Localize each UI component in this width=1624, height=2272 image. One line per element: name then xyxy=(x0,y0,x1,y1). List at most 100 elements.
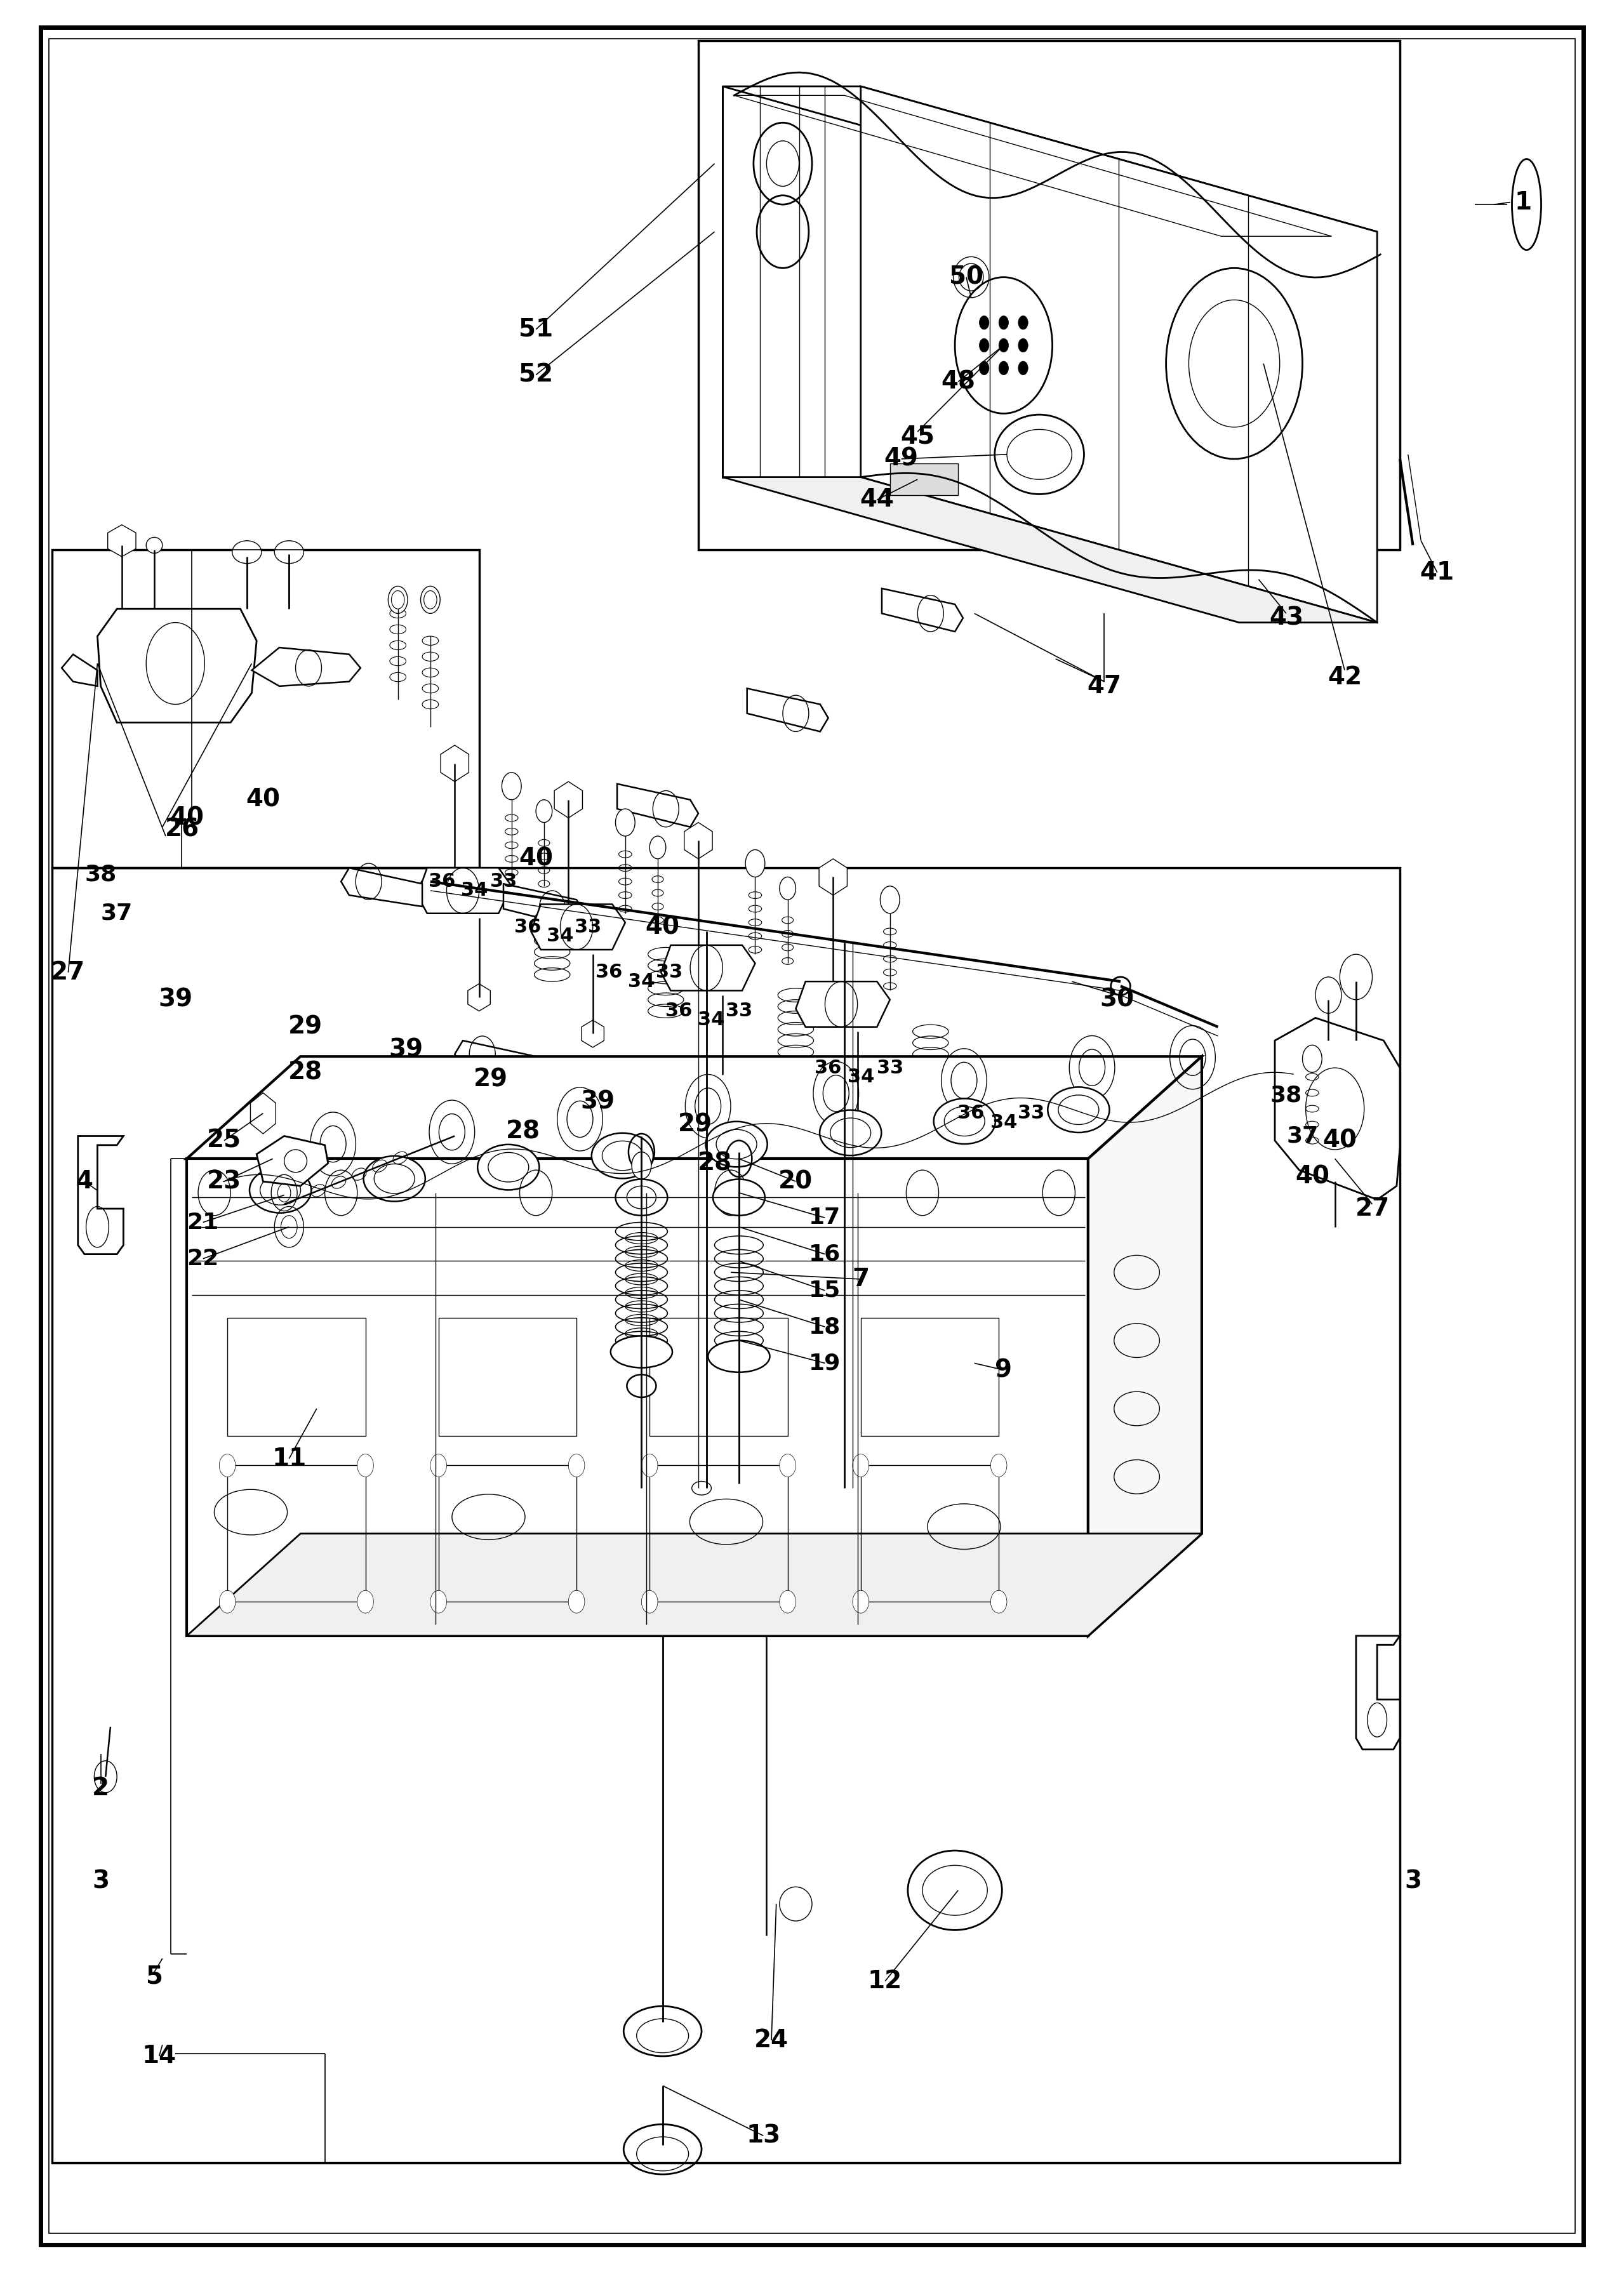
Text: 23: 23 xyxy=(206,1170,242,1193)
Text: 33: 33 xyxy=(575,918,601,936)
Polygon shape xyxy=(107,525,136,557)
Polygon shape xyxy=(554,782,583,818)
Ellipse shape xyxy=(232,541,261,563)
Ellipse shape xyxy=(1111,977,1130,995)
Polygon shape xyxy=(252,648,361,686)
Circle shape xyxy=(94,1761,117,1793)
Polygon shape xyxy=(723,86,861,477)
Polygon shape xyxy=(818,859,848,895)
Text: 44: 44 xyxy=(859,488,895,511)
Bar xyxy=(52,868,1400,2163)
Circle shape xyxy=(1018,339,1028,352)
Circle shape xyxy=(536,800,552,822)
Ellipse shape xyxy=(708,1340,770,1372)
Text: 52: 52 xyxy=(518,364,554,386)
Text: 36: 36 xyxy=(666,1002,692,1020)
Ellipse shape xyxy=(477,1145,539,1191)
Polygon shape xyxy=(684,822,713,859)
Circle shape xyxy=(780,877,796,900)
Text: 43: 43 xyxy=(1268,607,1304,629)
Polygon shape xyxy=(455,1041,536,1079)
Text: 48: 48 xyxy=(940,370,976,393)
Text: 28: 28 xyxy=(697,1152,732,1175)
Text: 9: 9 xyxy=(996,1359,1012,1381)
Polygon shape xyxy=(62,654,97,686)
Circle shape xyxy=(568,1590,585,1613)
Polygon shape xyxy=(882,588,963,632)
Text: 39: 39 xyxy=(580,1091,615,1113)
Polygon shape xyxy=(1356,1636,1400,1749)
Polygon shape xyxy=(747,688,828,732)
Circle shape xyxy=(979,316,989,329)
Polygon shape xyxy=(187,1534,1202,1636)
Text: 36: 36 xyxy=(515,918,541,936)
Text: 19: 19 xyxy=(809,1352,841,1375)
Ellipse shape xyxy=(146,536,162,552)
Text: 40: 40 xyxy=(1322,1129,1358,1152)
Text: 16: 16 xyxy=(809,1243,841,1266)
Text: 14: 14 xyxy=(141,2045,177,2068)
Polygon shape xyxy=(1275,1018,1400,1200)
Text: 27: 27 xyxy=(1354,1197,1390,1220)
Text: 33: 33 xyxy=(726,1002,752,1020)
Circle shape xyxy=(430,1454,447,1477)
Text: 12: 12 xyxy=(867,1970,903,1993)
Text: 37: 37 xyxy=(1286,1125,1319,1147)
Circle shape xyxy=(979,361,989,375)
Text: 29: 29 xyxy=(473,1068,508,1091)
Bar xyxy=(438,1318,577,1436)
Circle shape xyxy=(641,1454,658,1477)
Polygon shape xyxy=(581,1020,604,1047)
Polygon shape xyxy=(796,982,890,1027)
Bar xyxy=(650,1318,788,1436)
Text: 33: 33 xyxy=(490,872,516,891)
Bar xyxy=(438,1465,577,1602)
Text: 26: 26 xyxy=(164,818,200,841)
Circle shape xyxy=(999,316,1009,329)
Polygon shape xyxy=(97,609,257,722)
Circle shape xyxy=(219,1590,235,1613)
Text: 29: 29 xyxy=(287,1016,323,1038)
Polygon shape xyxy=(440,745,469,782)
Text: 39: 39 xyxy=(158,988,193,1011)
Circle shape xyxy=(421,586,440,613)
Text: 36: 36 xyxy=(958,1104,984,1122)
Circle shape xyxy=(1315,977,1341,1013)
Text: 34: 34 xyxy=(461,882,487,900)
Text: 40: 40 xyxy=(645,916,680,938)
Text: 18: 18 xyxy=(809,1315,841,1338)
Polygon shape xyxy=(723,477,1377,623)
Text: 3: 3 xyxy=(1405,1870,1421,1893)
Ellipse shape xyxy=(713,1179,765,1216)
Text: 5: 5 xyxy=(146,1965,162,1988)
Text: 24: 24 xyxy=(754,2029,789,2052)
Circle shape xyxy=(999,339,1009,352)
Polygon shape xyxy=(711,1061,734,1088)
Bar xyxy=(227,1318,365,1436)
Text: 20: 20 xyxy=(778,1170,814,1193)
Bar xyxy=(861,1318,999,1436)
Text: 37: 37 xyxy=(101,902,133,925)
Text: 47: 47 xyxy=(1086,675,1122,698)
Polygon shape xyxy=(341,868,422,907)
Text: 41: 41 xyxy=(1419,561,1455,584)
Circle shape xyxy=(745,850,765,877)
Circle shape xyxy=(615,809,635,836)
Text: 50: 50 xyxy=(948,266,984,289)
Text: 42: 42 xyxy=(1327,666,1363,688)
Text: 28: 28 xyxy=(287,1061,323,1084)
Text: 17: 17 xyxy=(809,1206,841,1229)
Circle shape xyxy=(641,1590,658,1613)
Text: 33: 33 xyxy=(877,1059,903,1077)
Text: 11: 11 xyxy=(271,1447,307,1470)
Bar xyxy=(861,1465,999,1602)
Circle shape xyxy=(853,1454,869,1477)
Polygon shape xyxy=(187,1159,1088,1636)
Text: 34: 34 xyxy=(991,1113,1017,1131)
Polygon shape xyxy=(661,945,755,991)
Polygon shape xyxy=(503,884,585,927)
Circle shape xyxy=(1302,1045,1322,1072)
Text: 27: 27 xyxy=(50,961,86,984)
Bar xyxy=(227,1465,365,1602)
Bar xyxy=(890,463,958,495)
